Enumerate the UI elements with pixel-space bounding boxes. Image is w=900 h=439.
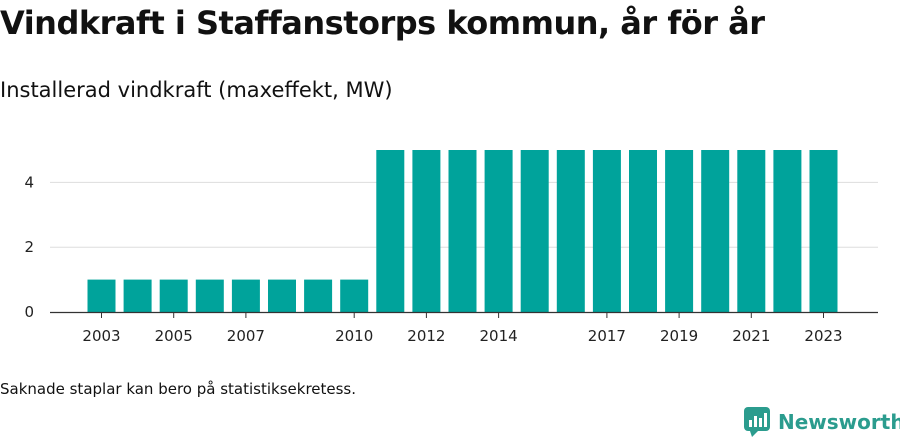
bar-2023[interactable] — [809, 150, 838, 312]
y-tick-label: 0 — [24, 303, 34, 321]
bar-2020[interactable] — [701, 150, 730, 312]
x-tick-label: 2010 — [335, 327, 373, 345]
x-tick-label: 2014 — [480, 327, 518, 345]
chart-title: Vindkraft i Staffanstorps kommun, år för… — [0, 4, 765, 42]
bar-2014[interactable] — [484, 150, 513, 312]
bar-2003[interactable] — [87, 279, 116, 312]
bar-2021[interactable] — [737, 150, 766, 312]
bar-2008[interactable] — [268, 279, 296, 312]
bar-2017[interactable] — [592, 150, 621, 312]
x-tick-label: 2007 — [227, 327, 265, 345]
chart-subtitle: Installerad vindkraft (maxeffekt, MW) — [0, 78, 393, 102]
brand-name: Newsworthy — [778, 410, 900, 434]
bar-2012[interactable] — [412, 150, 441, 312]
newsworthy-logo-icon — [744, 407, 770, 437]
bar-2007[interactable] — [231, 279, 260, 312]
bar-chart: 0 2 4 2003 2005 2007 2010 2012 2014 2017 2019 2021 2… — [24, 150, 878, 345]
bar-2004[interactable] — [123, 279, 152, 312]
x-tick-label: 2012 — [407, 327, 445, 345]
x-tick-label: 2017 — [588, 327, 626, 345]
bar-2019[interactable] — [665, 150, 694, 312]
y-tick-label: 2 — [24, 238, 34, 256]
footnote: Saknade staplar kan bero på statistiksek… — [0, 380, 357, 398]
x-tick-label: 2019 — [660, 327, 698, 345]
bar-2022[interactable] — [773, 150, 802, 312]
x-tick-label: 2021 — [732, 327, 770, 345]
bar-2010[interactable] — [340, 279, 369, 312]
brand-logo[interactable]: Newsworthy — [744, 405, 900, 439]
bar-2016[interactable] — [556, 150, 585, 312]
bar-2006[interactable] — [195, 279, 224, 312]
y-tick-label: 4 — [24, 173, 34, 191]
bar-2013[interactable] — [448, 150, 477, 312]
bar-2009[interactable] — [304, 279, 333, 312]
x-tick-label: 2005 — [155, 327, 193, 345]
bar-2015[interactable] — [520, 150, 549, 312]
bar-2011[interactable] — [376, 150, 405, 312]
x-tick-label: 2003 — [82, 327, 120, 345]
bar-2005[interactable] — [159, 279, 188, 312]
bar-2018[interactable] — [629, 150, 657, 312]
x-tick-label: 2023 — [804, 327, 842, 345]
